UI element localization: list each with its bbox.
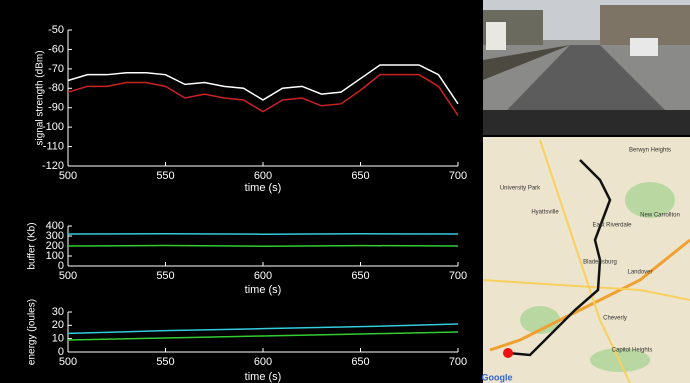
y-tick-label: 30 — [52, 306, 64, 318]
x-tick-label: 500 — [59, 356, 77, 368]
x-tick-label: 650 — [351, 270, 369, 282]
x-tick-label: 550 — [156, 356, 174, 368]
y-tick-label: -120 — [42, 160, 64, 172]
y-tick-label: 0 — [58, 346, 64, 358]
street-photo — [483, 0, 690, 135]
y-tick-label: 10 — [52, 333, 64, 345]
x-tick-label: 600 — [254, 356, 272, 368]
map-label: University Park — [500, 186, 541, 192]
x-tick-label: 700 — [449, 170, 467, 182]
x-tick-label: 550 — [156, 270, 174, 282]
map-label: Berwyn Heights — [629, 148, 671, 154]
series-line — [67, 331, 459, 341]
x-tick-label: 600 — [254, 270, 272, 282]
y-tick-label: 400 — [46, 220, 64, 232]
y-tick-label: 300 — [46, 230, 64, 242]
x-tick-label: 700 — [449, 270, 467, 282]
map-label: Google — [482, 372, 513, 382]
series-line — [67, 64, 459, 105]
y-tick-label: -110 — [43, 140, 64, 152]
map-label: Landover — [627, 270, 652, 276]
series-line — [67, 323, 459, 335]
map-label: East Riverdale — [592, 223, 632, 229]
x-tick-label: 500 — [59, 270, 77, 282]
x-tick-label: 500 — [59, 170, 77, 182]
y-tick-label: -80 — [48, 82, 64, 94]
y-axis-label: signal strength (dBm) — [35, 50, 46, 145]
y-tick-label: 100 — [46, 250, 64, 262]
y-tick-label: -100 — [42, 121, 64, 133]
x-tick-label: 650 — [351, 356, 369, 368]
x-tick-label: 550 — [156, 170, 174, 182]
x-tick-label: 650 — [351, 170, 369, 182]
map-label: Cheverly — [603, 316, 627, 322]
y-tick-label: 0 — [58, 260, 64, 272]
y-tick-label: -90 — [48, 102, 64, 114]
y-tick-label: -50 — [48, 24, 64, 36]
series-line — [67, 73, 459, 116]
map-label: Hyattsville — [531, 210, 559, 216]
series-line — [67, 244, 459, 247]
x-axis-label: time (s) — [245, 371, 282, 383]
y-tick-label: 200 — [46, 240, 64, 252]
y-axis-label: buffer (Kb) — [27, 222, 38, 269]
x-tick-label: 700 — [449, 356, 467, 368]
y-axis-label: energy (joules) — [27, 299, 38, 365]
map-label: Capitol Heights — [612, 348, 653, 354]
y-tick-label: 20 — [52, 319, 64, 331]
x-tick-label: 600 — [254, 170, 272, 182]
map-label: Bladensburg — [583, 260, 617, 266]
y-tick-label: -60 — [48, 43, 64, 55]
map-label: New Carrollton — [640, 213, 680, 219]
x-axis-label: time (s) — [245, 284, 282, 296]
y-tick-label: -70 — [48, 63, 64, 75]
x-axis-label: time (s) — [245, 182, 282, 194]
map — [482, 137, 690, 383]
